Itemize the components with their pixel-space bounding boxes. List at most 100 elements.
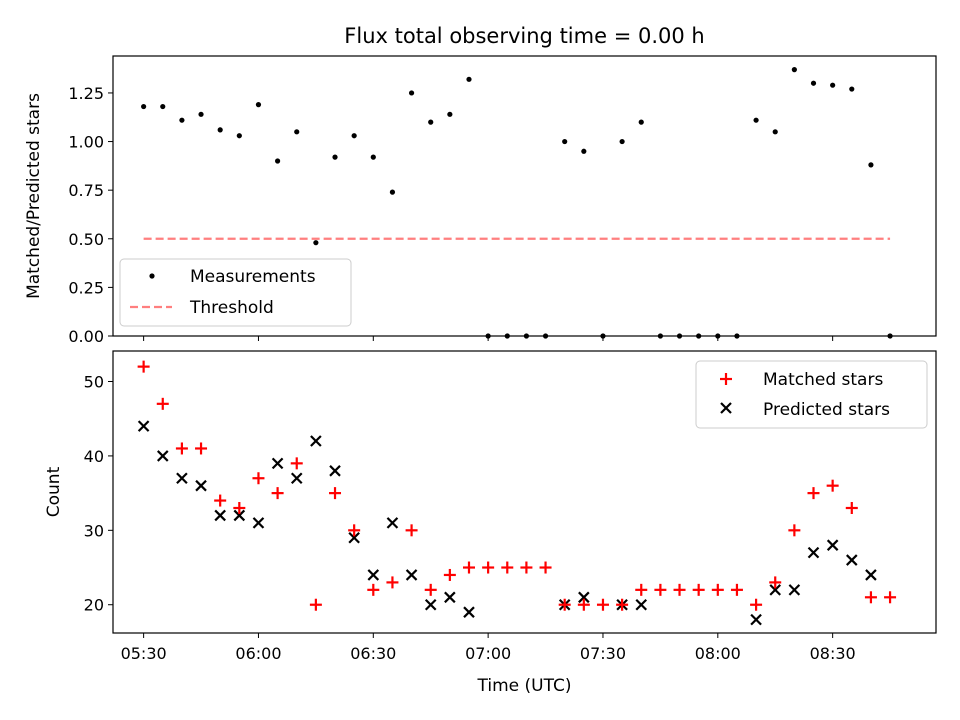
matched-star-point (405, 524, 418, 537)
top-ytick-label: 1.25 (68, 84, 104, 103)
matched-star-point (156, 397, 169, 410)
matched-star-point (137, 360, 150, 373)
predicted-star-point (290, 472, 303, 485)
legend-predicted-marker (720, 402, 732, 414)
matched-star-point (462, 561, 475, 574)
matched-star-point (482, 561, 495, 574)
legend-predicted-label: Predicted stars (763, 400, 890, 420)
bottom-xtick-label: 06:00 (235, 644, 281, 663)
top-data-marks (141, 67, 893, 339)
measurement-point (830, 82, 836, 88)
measurement-point (313, 240, 319, 246)
bottom-legend-box (695, 360, 928, 429)
matched-star-point (616, 598, 629, 611)
matched-star-point (769, 576, 782, 589)
matched-star-point (654, 583, 667, 596)
measurement-point (753, 117, 759, 123)
measurement-point (428, 119, 434, 125)
matched-star-point (539, 561, 552, 574)
predicted-star-point (788, 584, 801, 596)
matched-star-point (214, 494, 227, 507)
measurement-point (236, 133, 242, 139)
measurement-point (179, 117, 185, 123)
measurement-point (619, 138, 625, 145)
matched-star-point (845, 501, 858, 514)
bottom-ytick-label: 50 (84, 373, 104, 392)
predicted-star-point (233, 509, 246, 522)
top-legend: Measurements Threshold (119, 258, 352, 327)
matched-star-point (673, 583, 686, 596)
measurement-point (294, 129, 300, 135)
top-ytick-label: 0.25 (68, 278, 104, 297)
top-ytick-label: 0.75 (68, 181, 104, 200)
predicted-star-point (367, 569, 380, 581)
bottom-axes-frame (112, 350, 937, 634)
measurement-point (466, 76, 472, 82)
bottom-plot-area: 20 30 40 50 05:30 06:00 06:30 07:00 07:30 08:00 08… (84, 350, 937, 663)
measurement-point (217, 127, 223, 133)
predicted-star-point (635, 598, 648, 611)
top-plot-area: 0.00 0.25 0.50 0.75 1.00 1.25 Measurements Th… (68, 55, 937, 346)
predicted-star-point (271, 457, 284, 470)
bottom-ytick-label: 40 (84, 447, 104, 466)
predicted-star-point (807, 546, 820, 559)
predicted-star-point (348, 531, 360, 544)
bottom-xtick-label: 06:30 (350, 644, 396, 663)
figure-title: Flux total observing time = 0.00 h (344, 24, 704, 48)
matched-star-point (577, 598, 590, 611)
matched-star-point (730, 583, 743, 596)
bottom-ytick-label: 30 (84, 521, 104, 540)
measurement-point (810, 80, 817, 86)
measurement-point (581, 148, 587, 154)
predicted-star-point (826, 539, 839, 551)
legend-matched-marker (720, 373, 732, 385)
matched-star-point (520, 561, 533, 574)
matched-star-point (348, 524, 361, 537)
predicted-star-point (463, 606, 475, 618)
measurement-point (408, 90, 415, 96)
matched-star-point (558, 598, 571, 611)
x-axis-label: Time (UTC) (477, 676, 572, 696)
predicted-star-point (424, 598, 437, 611)
measurement-point (389, 189, 396, 195)
top-axes-frame (112, 55, 937, 337)
matched-star-point (692, 583, 705, 596)
predicted-star-point (176, 472, 188, 485)
matched-star-point (807, 487, 820, 500)
predicted-star-point (846, 554, 858, 566)
matched-star-point (501, 561, 514, 574)
predicted-star-point (195, 479, 207, 492)
predicted-star-point (750, 613, 762, 626)
matched-star-point (309, 598, 322, 611)
predicted-star-point (310, 435, 322, 447)
predicted-star-point (578, 591, 590, 604)
bottom-xtick-label: 05:30 (121, 644, 167, 663)
matched-star-point (826, 479, 839, 492)
measurement-point (772, 129, 778, 135)
bottom-axes: 20 30 40 50 05:30 06:00 06:30 07:00 07:30 08:00 08… (84, 373, 856, 663)
bottom-xtick-label: 08:30 (810, 644, 856, 663)
matched-star-point (424, 583, 437, 596)
bottom-ytick-label: 20 (84, 596, 104, 615)
predicted-star-point (329, 465, 341, 477)
matched-star-point (884, 591, 897, 604)
measurement-point (275, 158, 281, 164)
matched-star-point (788, 524, 801, 537)
matched-star-point (711, 583, 724, 596)
matched-star-point (290, 457, 303, 470)
matched-star-point (195, 442, 208, 455)
legend-measurements-label: Measurements (190, 267, 316, 287)
top-ytick-label: 0.00 (68, 327, 104, 346)
matched-star-point (864, 591, 877, 604)
matched-star-point (386, 576, 399, 589)
measurement-point (849, 86, 855, 92)
matched-star-point (367, 583, 380, 596)
measurement-point (198, 111, 204, 117)
matched-star-point (750, 598, 763, 611)
measurement-point (351, 133, 357, 139)
predicted-star-point (137, 420, 150, 432)
bottom-data-marks (137, 360, 897, 626)
top-ylabel: Matched/Predicted stars (24, 93, 44, 299)
legend-matched-label: Matched stars (763, 370, 883, 390)
